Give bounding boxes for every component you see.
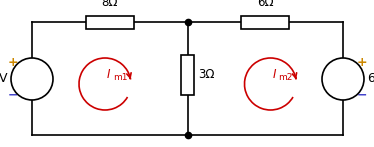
- Circle shape: [11, 58, 53, 100]
- Text: 6Ω: 6Ω: [257, 0, 273, 10]
- Text: 5V: 5V: [0, 72, 8, 86]
- Text: 6V: 6V: [367, 72, 374, 86]
- Circle shape: [322, 58, 364, 100]
- Text: +: +: [8, 56, 18, 70]
- Text: I: I: [107, 67, 110, 81]
- Text: 3Ω: 3Ω: [199, 69, 215, 81]
- Text: +: +: [357, 56, 367, 70]
- Text: m2: m2: [279, 74, 293, 82]
- Text: −: −: [8, 88, 18, 101]
- Text: −: −: [357, 88, 367, 101]
- Text: I: I: [273, 67, 276, 81]
- Bar: [241, 15, 289, 29]
- Text: m1: m1: [113, 74, 128, 82]
- Bar: [86, 15, 134, 29]
- Text: 8Ω: 8Ω: [102, 0, 118, 10]
- Bar: [181, 55, 194, 95]
